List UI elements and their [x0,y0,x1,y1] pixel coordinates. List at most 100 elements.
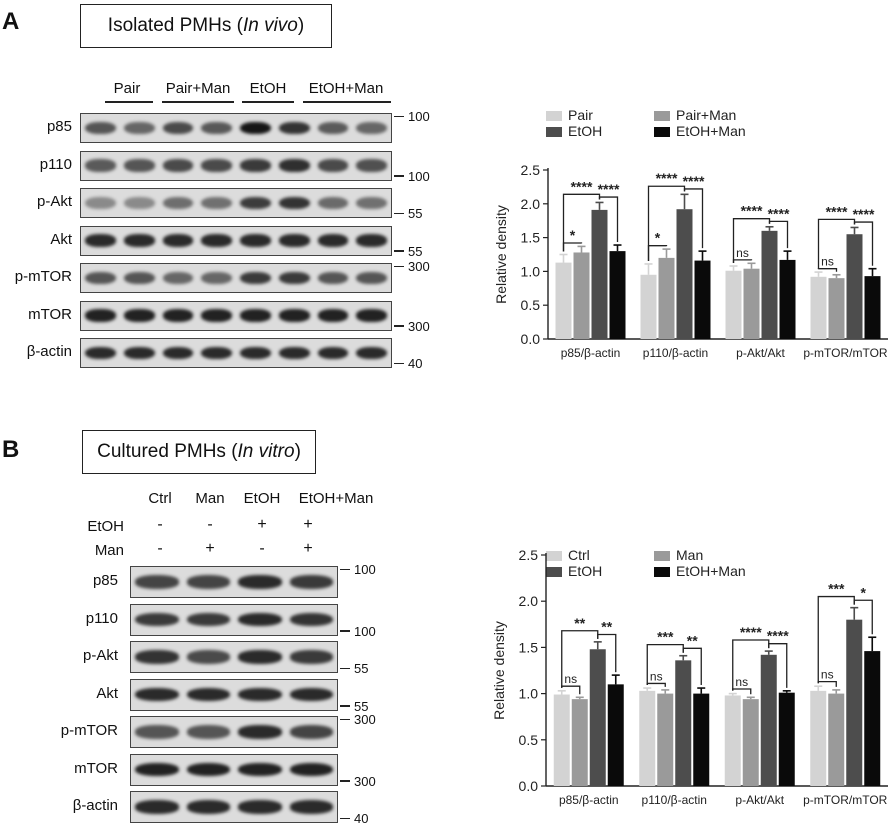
blot-b-band [289,650,333,664]
blot-a-band [123,196,155,210]
y-tick-label: 0.5 [519,732,539,748]
blot-a-row-label: p85 [46,118,72,135]
significance-label: **** [741,203,763,219]
blot-a-band [85,271,116,285]
blot-a-row-label: mTOR [28,305,72,323]
blot-a-row-label: p-Akt [36,193,72,210]
blot-a-band [278,234,310,247]
legend-swatch [546,127,562,137]
bar [778,692,795,786]
bar [743,268,760,339]
blot-b-band [289,800,333,814]
treatment-etoh-lane3: + [257,516,267,533]
bar [828,693,845,786]
bar [810,690,827,786]
legend-swatch [654,127,670,137]
blot-a-row-label: β-actin [26,343,72,360]
blot-b-band [186,612,230,627]
significance-bracket [646,682,666,687]
treatment-man-lane3: - [259,540,265,557]
panel-a-title: Isolated PMHs (In vivo) [80,4,332,48]
blot-b-strip [130,641,338,673]
blot-b-band [186,575,230,589]
blot-a-group-label: EtOH+Man [308,80,384,97]
significance-label: ns [650,669,663,683]
blot-a-band [278,121,310,135]
y-tick-label: 2.0 [521,196,541,212]
blot-a-band [240,121,271,135]
blot-a-band [123,346,155,360]
legend-label: EtOH+Man [676,123,746,139]
blot-b-band [186,650,230,664]
significance-label: * [570,227,576,243]
bar [640,274,657,339]
significance-bracket [562,242,583,252]
blot-b-mw-marker: 300 [340,774,376,789]
blot-b-strip [130,753,338,786]
y-tick-label: 1.0 [519,686,539,702]
blot-a-band [356,234,387,247]
bar [553,694,570,786]
blot-b-band [289,575,333,589]
blot-b-strip [130,678,338,711]
blot-b-group-label: EtOH [243,490,281,507]
significance-label: ns [736,246,749,260]
blot-a-band [356,309,387,322]
blot-a-band [317,234,349,247]
blot-b-row-label: Akt [96,684,118,702]
blot-a-band [201,196,232,210]
blot-a-band [240,234,271,247]
blot-b-group-label: Man [195,490,225,507]
panel-a-title-italic: In vivo [242,15,298,36]
blot-a-band [85,159,116,172]
blot-b-row-label: p-mTOR [60,722,118,739]
bar [555,262,572,339]
significance-bracket [853,221,874,266]
blot-a-band [201,271,232,285]
blot-b-mw-marker: 100 [340,624,376,639]
blot-b-row-label: mTOR [74,759,118,777]
legend-swatch [546,111,562,121]
blot-b-band [135,650,179,664]
blot-b-band [186,762,230,777]
treatment-man-lane1: - [157,540,163,557]
significance-label: *** [657,629,674,645]
significance-label: **** [571,178,593,194]
blot-a-band [123,159,155,172]
blot-b-strip [130,566,338,598]
legend-swatch [546,551,562,561]
blot-a-group-underline [242,101,294,103]
blot-a-band [123,271,155,285]
blot-a-band [201,234,232,247]
panel-b-title-italic: In vitro [237,441,295,462]
blot-b-band [135,575,179,589]
blot-a-band [317,121,349,135]
blot-a-band [85,196,116,210]
blot-a-band [123,234,155,247]
significance-label: ** [601,618,612,634]
blot-b-band [238,650,282,664]
significance-bracket [598,196,619,243]
bar [779,259,796,339]
blot-a-strip [80,300,392,331]
blot-a-strip [80,338,392,368]
x-tick-label: p110/β-actin [643,346,708,360]
blot-a-band [85,121,116,135]
blot-a-band [162,346,194,360]
significance-label: ns [735,675,748,689]
bar [694,260,711,339]
blot-b-row-label: p110 [85,609,118,627]
significance-label: **** [683,173,705,189]
bar [607,684,624,786]
x-tick-label: p-mTOR/mTOR [803,793,888,807]
blot-a-band [278,346,310,360]
legend-swatch [546,567,562,577]
panel-b-title-main: Cultured PMHs ( [97,441,238,462]
blot-a-band [240,159,271,172]
blot-b-mw-marker: 100 [340,562,376,577]
bar [846,234,863,339]
blot-a-row-label: Akt [50,230,72,248]
blot-a-band [162,271,194,285]
blot-a-row-label: p-mTOR [14,268,72,285]
y-tick-label: 1.0 [521,263,541,279]
